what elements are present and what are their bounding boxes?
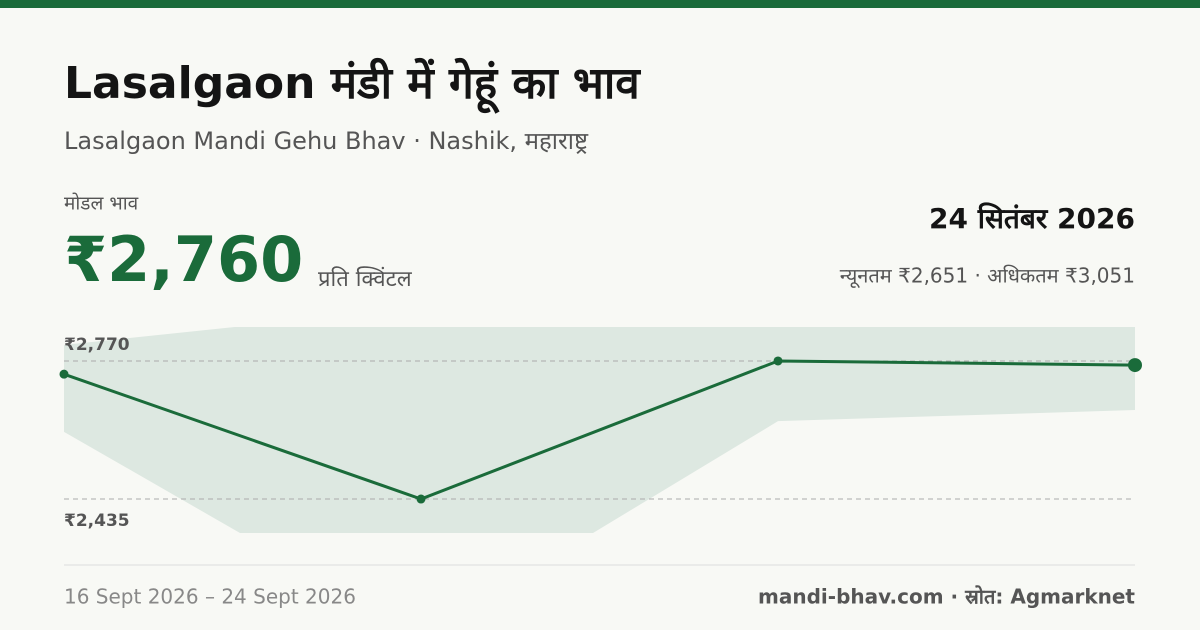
subtitle: Lasalgaon Mandi Gehu Bhav · Nashik, महार… bbox=[64, 127, 589, 155]
price-unit: प्रति क्विंटल bbox=[318, 266, 413, 292]
range-band bbox=[64, 327, 1135, 533]
price-point bbox=[773, 356, 783, 366]
price-point bbox=[416, 494, 426, 504]
y-tick-label: ₹2,435 bbox=[64, 511, 130, 531]
price-value: ₹2,760 bbox=[64, 223, 303, 296]
y-tick-label: ₹2,770 bbox=[64, 335, 130, 355]
price-range: न्यूनतम ₹2,651 · अधिकतम ₹3,051 bbox=[840, 264, 1135, 289]
footer-period: 16 Sept 2026 – 24 Sept 2026 bbox=[64, 585, 356, 609]
price-point bbox=[1128, 358, 1142, 373]
price-line bbox=[63, 359, 1136, 501]
top-bar bbox=[0, 0, 1200, 8]
footer-source: mandi-bhav.com · स्रोत: Agmarknet bbox=[758, 585, 1135, 609]
chart: ₹2,435 ₹2,770 bbox=[59, 327, 1142, 533]
date: 24 सितंबर 2026 bbox=[929, 202, 1135, 235]
price-label: मोडल भाव bbox=[64, 192, 139, 215]
price-point bbox=[59, 369, 69, 379]
title: Lasalgaon मंडी में गेहूं का भाव bbox=[64, 57, 641, 114]
